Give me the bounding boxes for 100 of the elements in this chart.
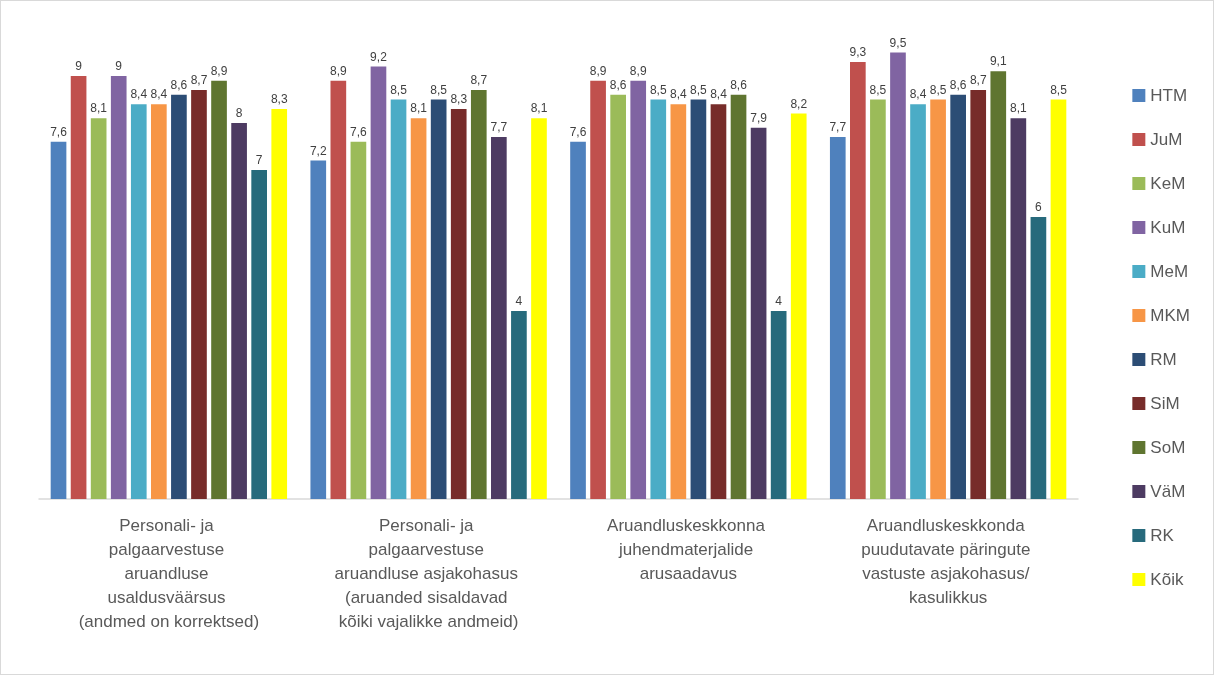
x-tick-label: Aruandluskeskkonda puudutavate päringute vastuste asjakohasus/ kasulikkus [861, 515, 1036, 607]
bar [730, 94, 747, 499]
bar [491, 137, 507, 499]
data-label: 8,5 [929, 82, 947, 97]
data-label: 8,9 [589, 63, 607, 78]
data-label: 8,6 [609, 77, 627, 92]
bar [829, 137, 846, 499]
data-label: 8 [235, 106, 243, 120]
data-label: 8,2 [790, 96, 808, 111]
bar [410, 118, 427, 499]
data-label: 8,1 [530, 101, 548, 116]
legend-label: SoM [1150, 438, 1186, 457]
x-tick-label: Personali- ja palgaarvestuse aruandluse usaldusväärsus (andmed on korrektsed) [78, 515, 260, 631]
bar [511, 311, 527, 499]
bar [1030, 217, 1047, 499]
data-label: 8,4 [670, 87, 688, 102]
legend-label: MKM [1150, 306, 1191, 325]
data-label: 8,5 [1050, 82, 1068, 97]
data-label: 8,3 [450, 91, 468, 106]
bar [590, 80, 606, 499]
bar [690, 99, 707, 499]
data-label: 8,5 [390, 82, 408, 97]
bar [1010, 118, 1027, 499]
bar [191, 90, 207, 499]
bar [90, 118, 107, 499]
data-label: 8,7 [969, 73, 987, 88]
data-label: 8,3 [270, 91, 288, 106]
bar [670, 104, 687, 499]
data-label: 8,6 [170, 77, 188, 92]
bar [950, 94, 966, 499]
legend-label: HTM [1150, 86, 1188, 105]
bar [790, 113, 807, 499]
bar [330, 80, 347, 499]
data-label: 7,6 [350, 124, 368, 139]
data-label: 8,4 [130, 87, 148, 102]
data-label: 9,5 [889, 35, 907, 50]
data-label: 9,3 [849, 44, 867, 59]
data-label: 9,1 [989, 54, 1007, 69]
data-label: 8,9 [629, 63, 647, 78]
bar [570, 141, 586, 499]
data-label: 7,7 [829, 120, 847, 135]
bar [350, 141, 367, 499]
x-tick-label: Personali- ja palgaarvestuse aruandluse asjakohasus (aruanded sisaldavad kõiki vajalikke andmeid) [334, 515, 523, 631]
legend-label: Kõik [1150, 570, 1184, 589]
data-label: 7,9 [750, 110, 768, 125]
bar [610, 94, 626, 499]
legend-label: RK [1150, 526, 1175, 545]
bar [770, 311, 787, 499]
data-label: 8,5 [869, 82, 887, 97]
data-label: 8,5 [430, 82, 448, 97]
data-label: 8,5 [649, 82, 667, 97]
data-label: 9 [75, 59, 83, 73]
bar [151, 104, 167, 499]
legend-label: KeM [1150, 174, 1186, 193]
data-label: 6 [1035, 200, 1043, 214]
data-label: 8,1 [90, 101, 108, 116]
data-label: 9,2 [370, 49, 388, 64]
data-label: 8,9 [210, 63, 228, 78]
bar [930, 99, 946, 499]
data-label: 8,7 [190, 73, 208, 88]
bar [430, 99, 447, 499]
bar [231, 123, 247, 499]
bar [211, 80, 227, 499]
bar [370, 66, 387, 499]
legend-label: JuM [1150, 130, 1183, 149]
bar [910, 104, 926, 499]
data-label: 8,4 [150, 87, 168, 102]
data-label: 9 [115, 59, 123, 73]
bar [110, 76, 127, 499]
bar [390, 99, 407, 499]
bar [251, 170, 267, 499]
legend-label: RM [1150, 350, 1177, 369]
bar [50, 141, 67, 499]
data-label: 8,4 [710, 87, 728, 102]
data-label: 4 [515, 294, 523, 308]
legend-label: SiM [1150, 394, 1180, 413]
data-label: 8,1 [1010, 101, 1028, 116]
bar [850, 61, 866, 499]
bar [1050, 99, 1067, 499]
x-tick-label: Aruandluskeskkonna juhendmaterjalide arusaadavus [607, 515, 770, 583]
data-label: 7,7 [490, 120, 508, 135]
data-label: 8,6 [730, 77, 748, 92]
data-label: 8,1 [410, 101, 428, 116]
data-label: 8,5 [690, 82, 708, 97]
data-label: 8,6 [949, 77, 967, 92]
bar [70, 76, 87, 499]
bar [310, 160, 327, 499]
data-label: 7,6 [569, 124, 587, 139]
bar [710, 104, 727, 499]
data-label: 7,6 [50, 124, 68, 139]
data-label: 7 [255, 153, 263, 167]
bar [450, 108, 467, 499]
legend-label: KuM [1150, 218, 1186, 237]
bar [650, 99, 667, 499]
bar [890, 52, 906, 499]
bar [990, 71, 1007, 499]
bar [271, 108, 288, 499]
data-label: 4 [775, 294, 783, 308]
bar [970, 90, 987, 499]
bar [630, 80, 647, 499]
